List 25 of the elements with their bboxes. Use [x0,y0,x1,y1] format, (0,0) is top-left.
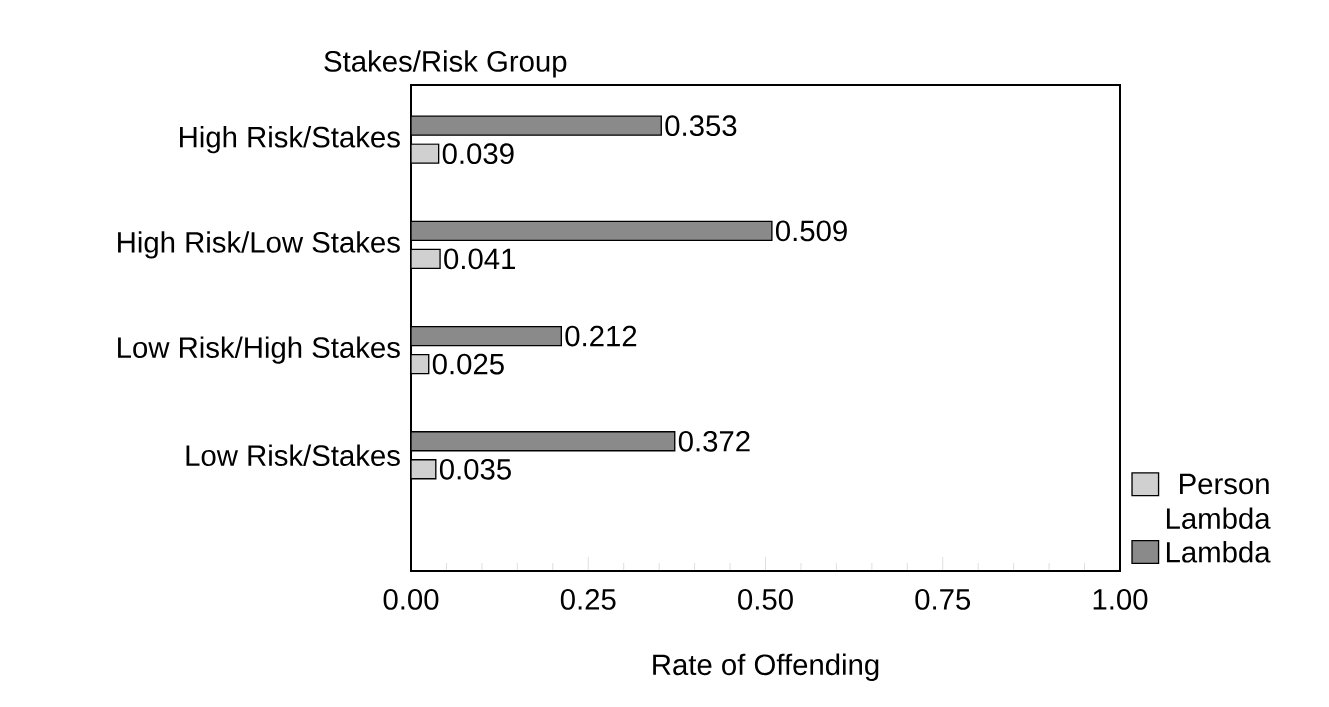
bar [411,325,562,347]
data-label: 0.353 [665,115,737,137]
data-label: 0.372 [678,430,750,452]
x-tick-label: 1.00 [1093,589,1148,610]
y-tick-label: High Risk/Stakes [180,126,400,154]
bar [411,220,773,242]
bar [411,115,662,136]
y-tick-label: High Risk/Low Stakes [118,231,400,259]
bar [411,431,676,452]
data-label: 0.035 [439,458,511,480]
x-tick-label: 0.25 [560,589,616,610]
y-tick-label: Low Risk/Stakes [186,444,400,467]
legend-label: Lambda [1166,541,1271,563]
data-label: 0.025 [432,353,504,375]
x-tick-label: 0.00 [383,589,439,610]
data-label: 0.039 [442,143,514,165]
x-tick-label: 0.75 [915,589,971,610]
x-axis-title: Rate of Offending [653,653,879,681]
data-label: 0.509 [775,220,847,242]
legend-label: Person Lambda [1166,473,1271,529]
data-label: 0.041 [444,248,515,270]
x-tick-label: 0.50 [738,589,793,610]
data-label: 0.212 [565,325,637,347]
y-tick-label: Low Risk/High Stakes [118,336,400,364]
y-axis-title: Stakes/Risk Group [324,50,567,78]
